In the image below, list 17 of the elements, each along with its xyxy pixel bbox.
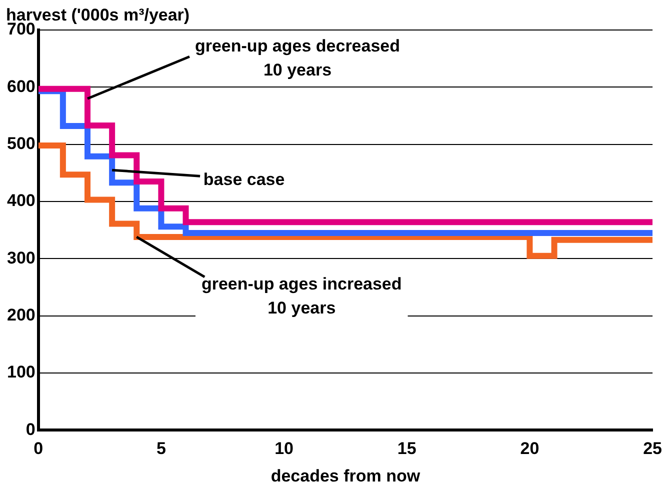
y-tick-label: 200	[6, 306, 36, 325]
y-tick-label: 700	[6, 20, 36, 39]
y-tick-label: 400	[6, 191, 36, 210]
x-tick-label: 10	[274, 439, 294, 458]
annotation: base case	[203, 170, 285, 189]
y-tick-label: 300	[6, 248, 36, 268]
y-tick-label: 600	[6, 76, 36, 96]
annotation: green-up ages decreased 10 years	[194, 36, 400, 80]
x-tick-label: 15	[397, 439, 416, 458]
x-tick-label: 25	[643, 439, 662, 458]
annotation: green-up ages increased 10 years	[201, 274, 402, 318]
x-tick-label: 20	[520, 439, 540, 458]
x-tick-label: 5	[156, 439, 166, 458]
y-tick-label: 0	[26, 420, 36, 439]
y-tick-label: 100	[6, 362, 36, 382]
x-axis-title: decades from now	[270, 466, 421, 486]
y-tick-label: 500	[6, 134, 36, 154]
